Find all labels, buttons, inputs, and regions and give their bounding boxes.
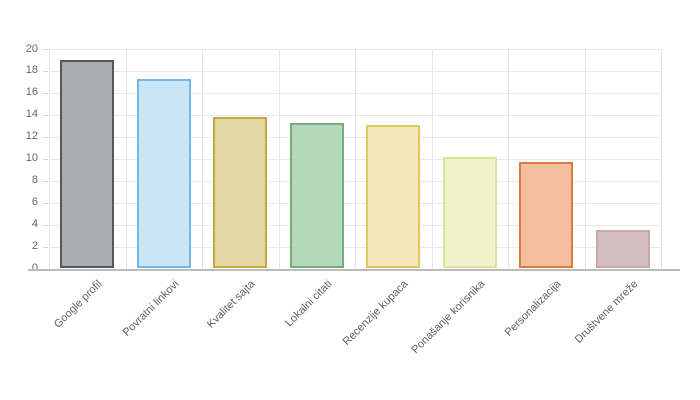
y-tick-label: 18 xyxy=(25,64,38,77)
y-tick-label: 6 xyxy=(31,196,38,209)
y-axis-tick xyxy=(43,202,48,204)
y-tick-label: 8 xyxy=(31,174,38,187)
grid-line-vertical xyxy=(508,49,509,269)
y-axis-tick xyxy=(43,70,48,72)
y-axis-tick xyxy=(43,224,48,226)
bar[interactable] xyxy=(136,78,191,269)
bar[interactable] xyxy=(595,230,650,269)
bar[interactable] xyxy=(213,117,268,269)
bar[interactable] xyxy=(60,59,115,269)
y-tick-label: 4 xyxy=(31,218,38,231)
grid-line-vertical xyxy=(125,49,127,269)
grid-line-vertical xyxy=(431,49,433,269)
bar[interactable] xyxy=(366,124,421,269)
bar[interactable] xyxy=(289,122,344,269)
x-axis-label: Recenzije kupaca xyxy=(340,277,411,348)
bar[interactable] xyxy=(442,156,497,269)
y-axis-tick xyxy=(43,92,48,94)
y-tick-label: 10 xyxy=(25,152,38,165)
x-axis-label: Društvene mreže xyxy=(572,277,641,346)
grid-line-vertical xyxy=(278,49,280,269)
grid-line-vertical xyxy=(661,49,662,269)
grid-line-vertical xyxy=(202,49,203,269)
grid-line-horizontal xyxy=(49,70,661,72)
x-axis-line xyxy=(28,268,680,271)
x-axis-label: Povratni linkovi xyxy=(120,277,182,339)
x-axis-label: Personalizacija xyxy=(502,277,564,339)
grid-line-horizontal xyxy=(49,49,661,50)
grid-line-vertical xyxy=(49,49,50,269)
x-axis-label: Lokalni citati xyxy=(282,277,335,329)
y-axis-tick xyxy=(43,136,48,138)
y-tick-label: 12 xyxy=(25,130,38,143)
grid-line-vertical xyxy=(584,49,586,269)
x-axis-label: Ponašanje korisnika xyxy=(409,277,488,356)
y-axis-tick xyxy=(43,49,48,50)
y-tick-label: 20 xyxy=(25,42,38,55)
bar[interactable] xyxy=(519,162,574,269)
x-axis-label: Kvalitet sajta xyxy=(205,277,258,331)
y-axis-tick xyxy=(43,158,48,160)
x-axis-label: Google profil xyxy=(52,277,105,331)
y-tick-label: 16 xyxy=(25,86,38,99)
grid-line-vertical xyxy=(355,49,356,269)
y-axis-tick xyxy=(43,180,48,182)
y-axis-tick xyxy=(43,246,48,248)
y-axis-tick xyxy=(43,114,48,116)
y-tick-label: 2 xyxy=(31,240,38,253)
y-tick-label: 14 xyxy=(25,108,38,121)
